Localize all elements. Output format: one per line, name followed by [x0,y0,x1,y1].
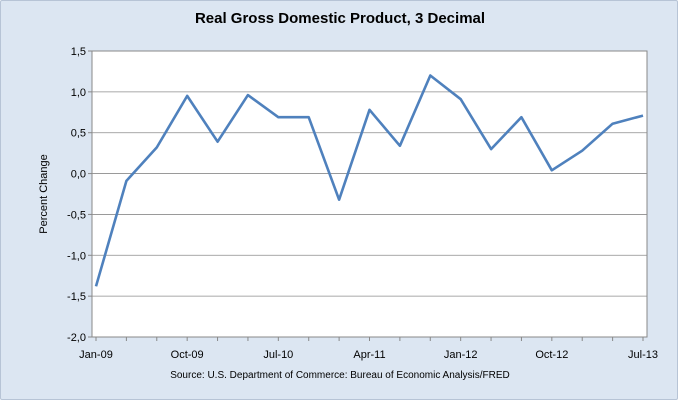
x-tick-label: Jan-09 [79,349,113,361]
y-tick-label: 0,0 [71,169,86,181]
y-tick-label: 1,0 [71,87,86,99]
y-axis: 1,5 1,0 0,5 0,0 -0,5 -1,0 -1,5 -2,0 [67,46,92,344]
y-tick-label: -2,0 [67,332,86,344]
y-tick-label: -0,5 [67,209,86,221]
x-axis: Jan-09 Oct-09 Jul-10 Apr-11 Jan-12 Oct-12 Jul-… [79,337,658,361]
x-tick-label: Oct-09 [171,349,204,361]
y-axis-label: Percent Change [38,154,50,234]
x-tick-label: Jul-10 [263,349,293,361]
y-tick-label: -1,0 [67,250,86,262]
x-tick-label: Apr-11 [353,349,385,361]
y-tick-label: 0,5 [71,128,86,140]
source-note: Source: U.S. Department of Commerce: Bur… [170,370,510,381]
plot-area [91,50,648,338]
y-tick-label: -1,5 [67,291,86,303]
x-tick-label: Jan-12 [444,349,478,361]
gridlines [92,91,647,297]
series-line [94,74,644,287]
x-tick-label: Jul-13 [628,349,658,361]
x-tick-label: Oct-12 [535,349,568,361]
chart-title: Real Gross Domestic Product, 3 Decimal [194,10,486,27]
y-tick-label: 1,5 [71,46,86,58]
